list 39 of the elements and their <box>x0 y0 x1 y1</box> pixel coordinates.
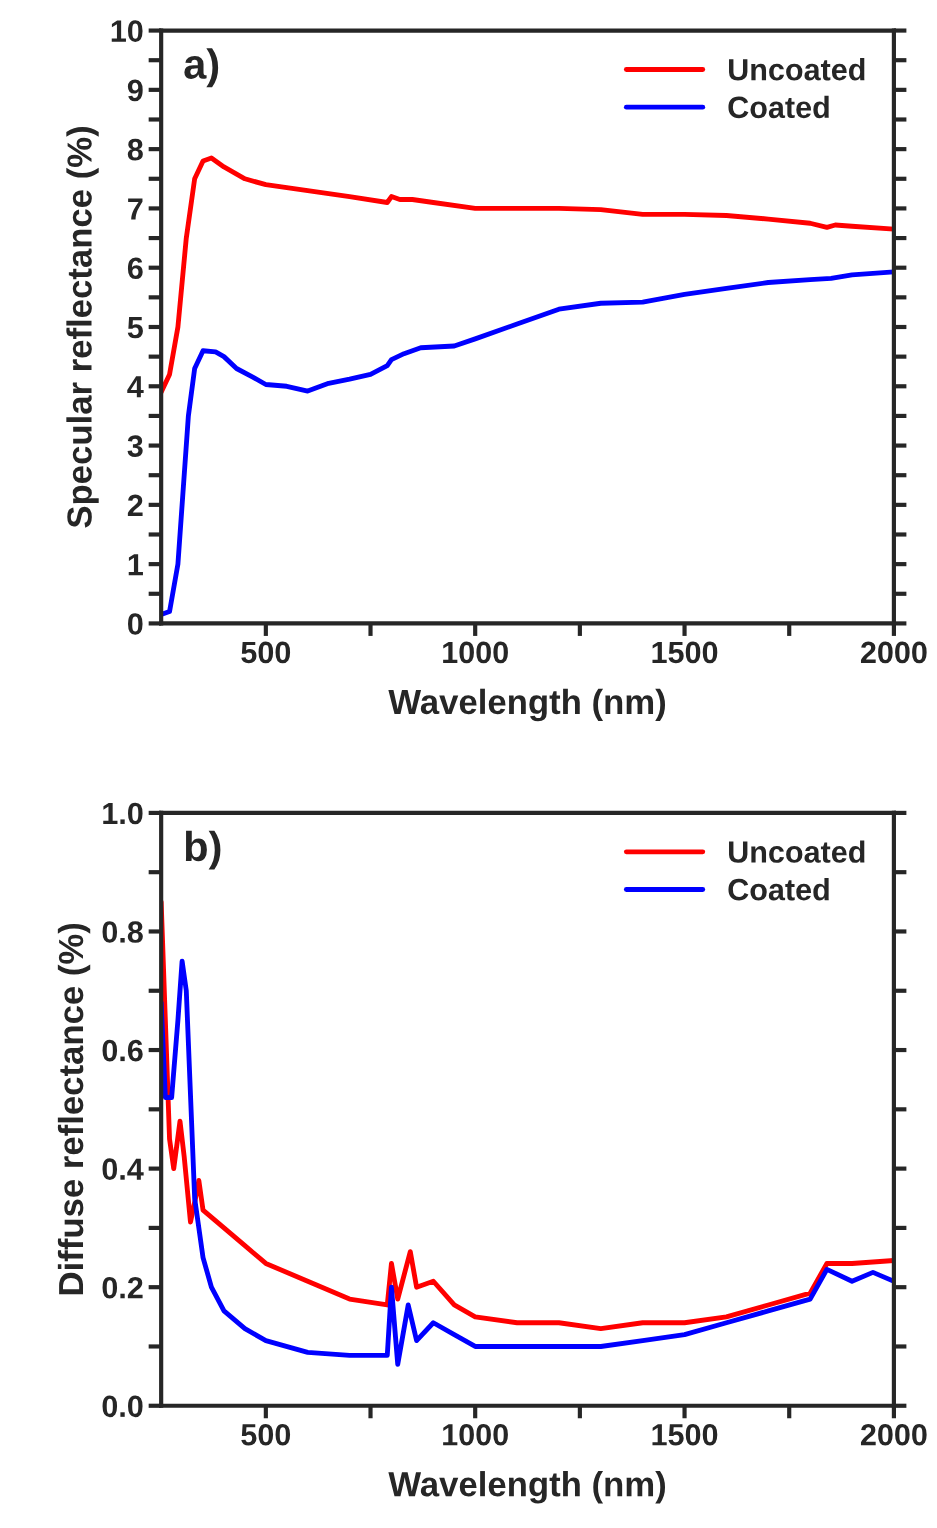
line-series <box>161 155 894 395</box>
y-tick-label: 3 <box>127 435 143 457</box>
y-tick-label: 0.4 <box>102 1158 144 1180</box>
x-axis-title: Wavelength (nm) <box>388 1471 666 1504</box>
y-tick-label: 8 <box>127 138 143 161</box>
x-tick-label: 500 <box>241 1423 291 1446</box>
y-tick-label: 1 <box>128 554 143 576</box>
y-tick-label: 5 <box>127 317 143 339</box>
y-tick-label: 0 <box>128 613 143 635</box>
annotation: a) <box>184 48 219 88</box>
y-tick-label: 2 <box>127 494 143 516</box>
y-tick-label: 0.2 <box>102 1276 143 1299</box>
x-tick-label: 1500 <box>652 641 718 664</box>
y-tick-label: 10 <box>111 20 143 42</box>
x-tick-label: 2000 <box>860 641 927 664</box>
y-tick-label: 0.8 <box>102 921 143 943</box>
line-series <box>161 269 894 617</box>
y-tick-label: 0.6 <box>102 1039 143 1062</box>
legend-label: Coated <box>728 95 829 119</box>
x-axis-title: Wavelength (nm) <box>388 688 666 722</box>
annotation: b) <box>185 830 221 870</box>
x-tick-label: 1000 <box>443 1423 508 1446</box>
legend-label: Uncoated <box>729 840 865 863</box>
y-tick-label: 0.0 <box>102 1395 143 1418</box>
y-tick-label: 9 <box>127 79 143 102</box>
y-tick-label: 1.0 <box>103 802 143 825</box>
x-tick-label: 2000 <box>860 1423 927 1446</box>
y-tick-label: 4 <box>127 376 144 398</box>
y-tick-label: 7 <box>128 198 143 220</box>
legend-label: Uncoated <box>729 58 865 81</box>
x-tick-label: 1500 <box>652 1423 718 1446</box>
line-series <box>161 899 894 1332</box>
x-tick-label: 500 <box>241 641 291 664</box>
legend-label: Coated <box>728 878 829 901</box>
y-axis-title: Specular reflectance (%) <box>66 127 99 528</box>
x-tick-label: 1000 <box>443 641 508 664</box>
line-series <box>161 958 894 1367</box>
y-tick-label: 6 <box>127 257 143 280</box>
y-axis-title: Diffuse reflectance (%) <box>57 923 91 1295</box>
